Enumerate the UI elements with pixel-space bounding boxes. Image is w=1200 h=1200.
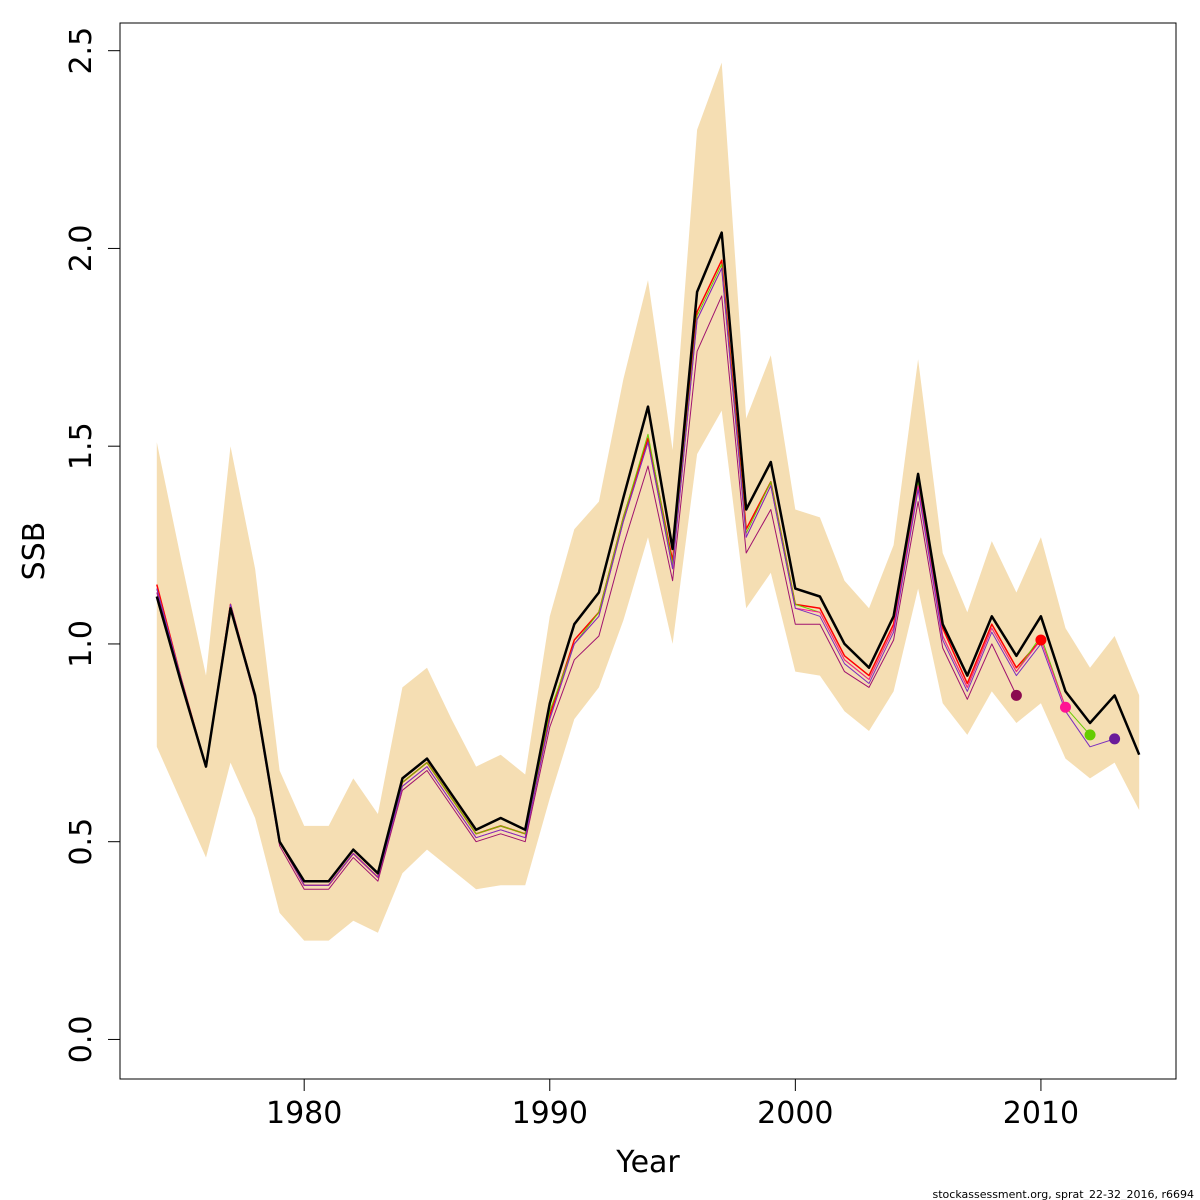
series-line-4: [156, 267, 1115, 886]
x-tick-label-1990: 1990: [512, 1096, 588, 1131]
y-tick-label-2: 1.0: [64, 620, 99, 668]
y-tick-label-0: 0.0: [64, 1016, 99, 1064]
y-tick-label-3: 1.5: [64, 422, 99, 470]
series-line-0: [155, 231, 1141, 883]
footer-credit: stockassessment.org, sprat_22-32_2016, r…: [933, 1188, 1195, 1200]
x-tick-label-2000: 2000: [757, 1096, 833, 1131]
endpoint-marker-2011: [1059, 701, 1071, 713]
y-tick-label-5: 2.5: [64, 27, 99, 75]
plot-frame: [119, 22, 1177, 1080]
x-tick-label-2010: 2010: [1003, 1096, 1079, 1131]
y-tick-label-4: 2.0: [64, 225, 99, 273]
x-tick-label-1980: 1980: [266, 1096, 342, 1131]
x-axis-title: Year: [615, 1145, 680, 1180]
confidence-band: [156, 62, 1140, 941]
endpoint-marker-2009: [1010, 689, 1022, 701]
endpoint-marker-2010: [1035, 634, 1047, 646]
y-axis: 0.0 0.5 1.0 1.5 2.0 2.5: [64, 27, 121, 1064]
endpoint-markers: [1010, 634, 1121, 745]
series-lines: [155, 231, 1141, 890]
x-axis: 1980 1990 2000 2010: [266, 1078, 1079, 1131]
y-axis-title: SSB: [17, 522, 52, 581]
endpoint-marker-2013: [1109, 733, 1121, 745]
y-tick-label-1: 0.5: [64, 818, 99, 866]
endpoint-marker-2012: [1084, 729, 1096, 741]
series-line-5: [156, 295, 1017, 890]
